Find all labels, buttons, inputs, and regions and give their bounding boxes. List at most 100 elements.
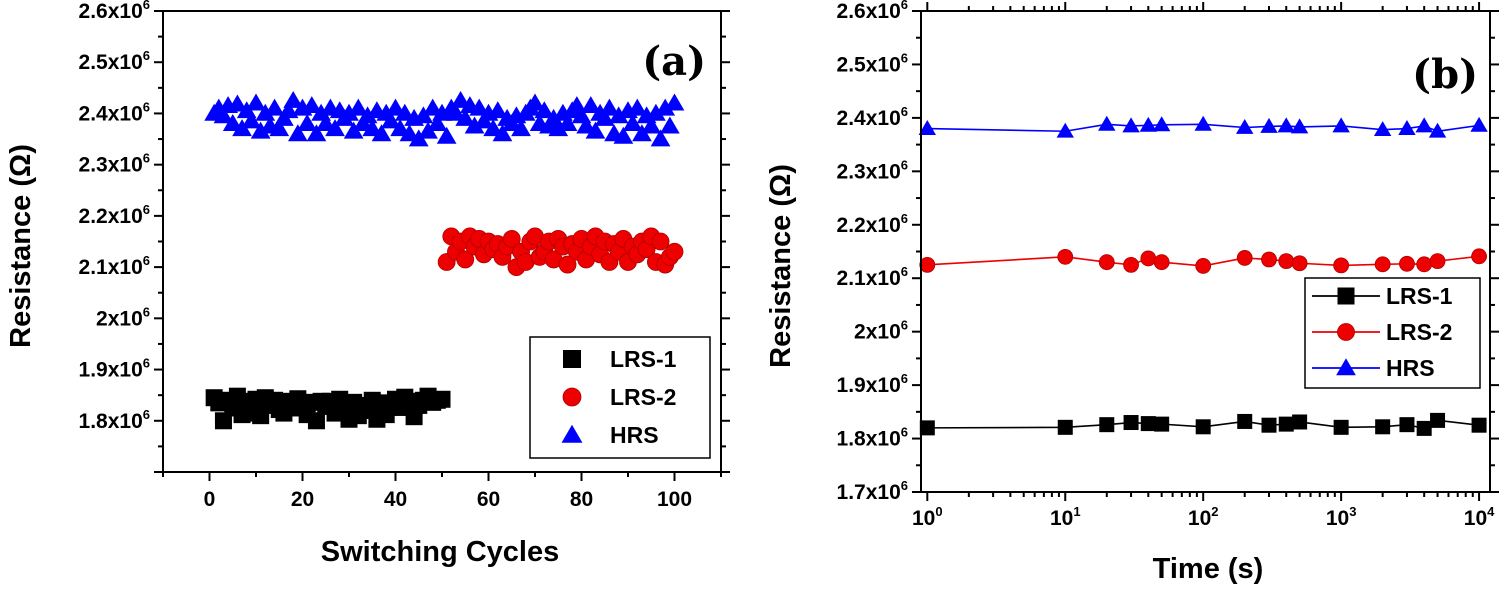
panel-a-point-hrs: [613, 126, 634, 144]
panel-b-point-hrs: [1428, 122, 1447, 138]
panel-a-y-tick-label: 2.4x106: [79, 99, 150, 125]
panel-b-x-tick-label: 104: [1464, 504, 1495, 530]
panel-b-legend-marker-lrs-1: [1337, 287, 1355, 305]
panel-a-point-hrs: [594, 108, 615, 126]
panel-b-point-lrs-1: [1195, 419, 1211, 435]
panel-a-point-hrs: [241, 111, 262, 129]
panel-a-point-lrs-1: [433, 390, 451, 408]
panel-a-point-hrs: [659, 116, 680, 134]
panel-b-point-hrs: [1415, 117, 1433, 133]
panel-a-y-tick-label: 2x106: [96, 304, 150, 330]
panel-a-point-hrs: [655, 98, 676, 116]
panel-a-point-hrs: [357, 106, 378, 124]
panel-a-point-hrs: [432, 103, 452, 121]
panel-b-ticks: 100 101 102 103 104 1.7x106 1.8x106 1.9x106 2x10…: [837, 0, 1499, 530]
panel-b-y-axis-title: Resistance (Ω): [765, 164, 797, 368]
panel-a-point-lrs-2: [665, 242, 684, 261]
panel-a-x-tick-label: 40: [384, 488, 407, 511]
panel-a-point-lrs-2: [502, 230, 521, 248]
panel-a-point-lrs-1: [307, 412, 325, 430]
panel-b: 100 101 102 103 104 1.7x106 1.8x106 1.9x106 2x10…: [765, 0, 1499, 585]
panel-a-point-hrs: [278, 101, 299, 119]
panel-b-point-lrs-1: [1123, 415, 1139, 431]
panel-a-point-hrs: [511, 119, 531, 137]
panel-a-point-hrs: [380, 111, 401, 129]
panel-b-point-lrs-1: [1261, 417, 1277, 433]
panel-b-point-lrs-2: [1261, 251, 1277, 268]
panel-b-point-lrs-2: [1236, 250, 1253, 266]
panel-a-point-hrs: [627, 98, 648, 116]
panel-b-y-tick-label: 2.3x106: [837, 157, 908, 183]
panel-b-point-lrs-2: [1399, 255, 1415, 272]
panel-b-legend-label: LRS-1: [1386, 283, 1453, 309]
panel-a-point-hrs: [664, 93, 685, 111]
panel-b-point-lrs-2: [1098, 254, 1115, 271]
panel-a-point-hrs: [427, 113, 448, 131]
panel-a: 0 20 40 60 80 100 1.8x106 1.9x106 2x106 2.1x106 2.…: [5, 0, 730, 568]
panel-a-point-hrs: [283, 90, 304, 108]
panel-a-x-axis-title: Switching Cycles: [321, 536, 560, 568]
panel-a-label: (a): [642, 38, 706, 85]
panel-a-point-hrs: [641, 116, 662, 134]
panel-a-legend-label: LRS-2: [610, 384, 676, 410]
panel-b-point-lrs-1: [1057, 419, 1073, 435]
panel-b-y-tick-label: 2.1x106: [837, 264, 908, 290]
panel-a-point-lrs-2: [456, 250, 475, 269]
panel-a-point-hrs: [348, 98, 369, 116]
panel-b-point-lrs-2: [1471, 248, 1487, 265]
panel-a-point-hrs: [622, 113, 643, 131]
panel-a-legend-box: [529, 336, 711, 459]
panel-b-point-lrs-1: [1471, 417, 1487, 433]
panel-b-point-hrs: [1470, 116, 1488, 132]
panel-a-legend-label: LRS-1: [610, 346, 677, 372]
panel-a-y-tick-label: 1.9x106: [79, 356, 150, 382]
panel-a-point-hrs: [339, 103, 359, 121]
panel-a-point-hrs: [557, 113, 578, 131]
panel-b-x-tick-label: 100: [912, 504, 943, 530]
panel-a-point-hrs: [646, 103, 666, 121]
panel-b-y-tick-label: 1.9x106: [837, 371, 908, 397]
panel-a-point-hrs: [580, 96, 601, 114]
panel-b-x-tick-label: 103: [1326, 504, 1357, 530]
panel-b-point-lrs-1: [1333, 419, 1349, 435]
panel-a-point-lrs-1: [214, 412, 232, 430]
panel-b-x-axis-title: Time (s): [1153, 553, 1264, 585]
panel-b-point-hrs: [1098, 115, 1116, 131]
panel-b-point-lrs-1: [1278, 416, 1294, 432]
panel-b-point-hrs: [1332, 117, 1350, 133]
panel-b-legend-label: HRS: [1386, 355, 1435, 381]
panel-a-ticks: 0 20 40 60 80 100 1.8x106 1.9x106 2x106 2.1x106 2.…: [79, 0, 730, 511]
panel-b-x-tick-label: 102: [1188, 504, 1219, 530]
panel-b-point-lrs-2: [1374, 256, 1391, 273]
panel-b-point-hrs: [1398, 120, 1416, 135]
panel-a-point-hrs: [455, 108, 476, 126]
panel-a-point-hrs: [250, 121, 271, 139]
panel-a-point-hrs: [297, 113, 318, 131]
panel-b-point-hrs: [1152, 116, 1171, 132]
panel-b-point-lrs-2: [1429, 253, 1446, 270]
panel-a-x-tick-label: 20: [291, 488, 314, 511]
panel-a-point-hrs: [464, 116, 485, 134]
panel-b-point-lrs-2: [1057, 248, 1074, 265]
panel-b-point-lrs-1: [1237, 413, 1253, 429]
panel-b-point-hrs: [1056, 122, 1074, 138]
panel-b-point-lrs-2: [919, 256, 936, 273]
panel-b-point-hrs: [1260, 117, 1278, 133]
panel-a-point-hrs: [525, 93, 545, 111]
panel-a-y-tick-label: 2.2x106: [79, 202, 150, 228]
panel-a-point-hrs: [325, 119, 345, 137]
panel-a-x-tick-label: 100: [657, 488, 692, 511]
panel-a-point-hrs: [585, 121, 606, 139]
panel-a-point-hrs: [264, 98, 285, 116]
panel-a-point-lrs-2: [558, 255, 577, 274]
panel-a-point-lrs-2: [651, 232, 670, 251]
panel-b-y-tick-label: 2.6x106: [837, 0, 908, 23]
panel-b-point-hrs: [1373, 121, 1392, 137]
panel-b-point-lrs-1: [1140, 416, 1156, 432]
panel-b-point-lrs-2: [1153, 254, 1170, 271]
panel-b-point-hrs: [918, 120, 937, 135]
panel-a-legend-label: HRS: [610, 422, 659, 448]
panel-a-x-tick-label: 80: [570, 488, 593, 511]
panel-a-point-hrs: [255, 103, 276, 121]
